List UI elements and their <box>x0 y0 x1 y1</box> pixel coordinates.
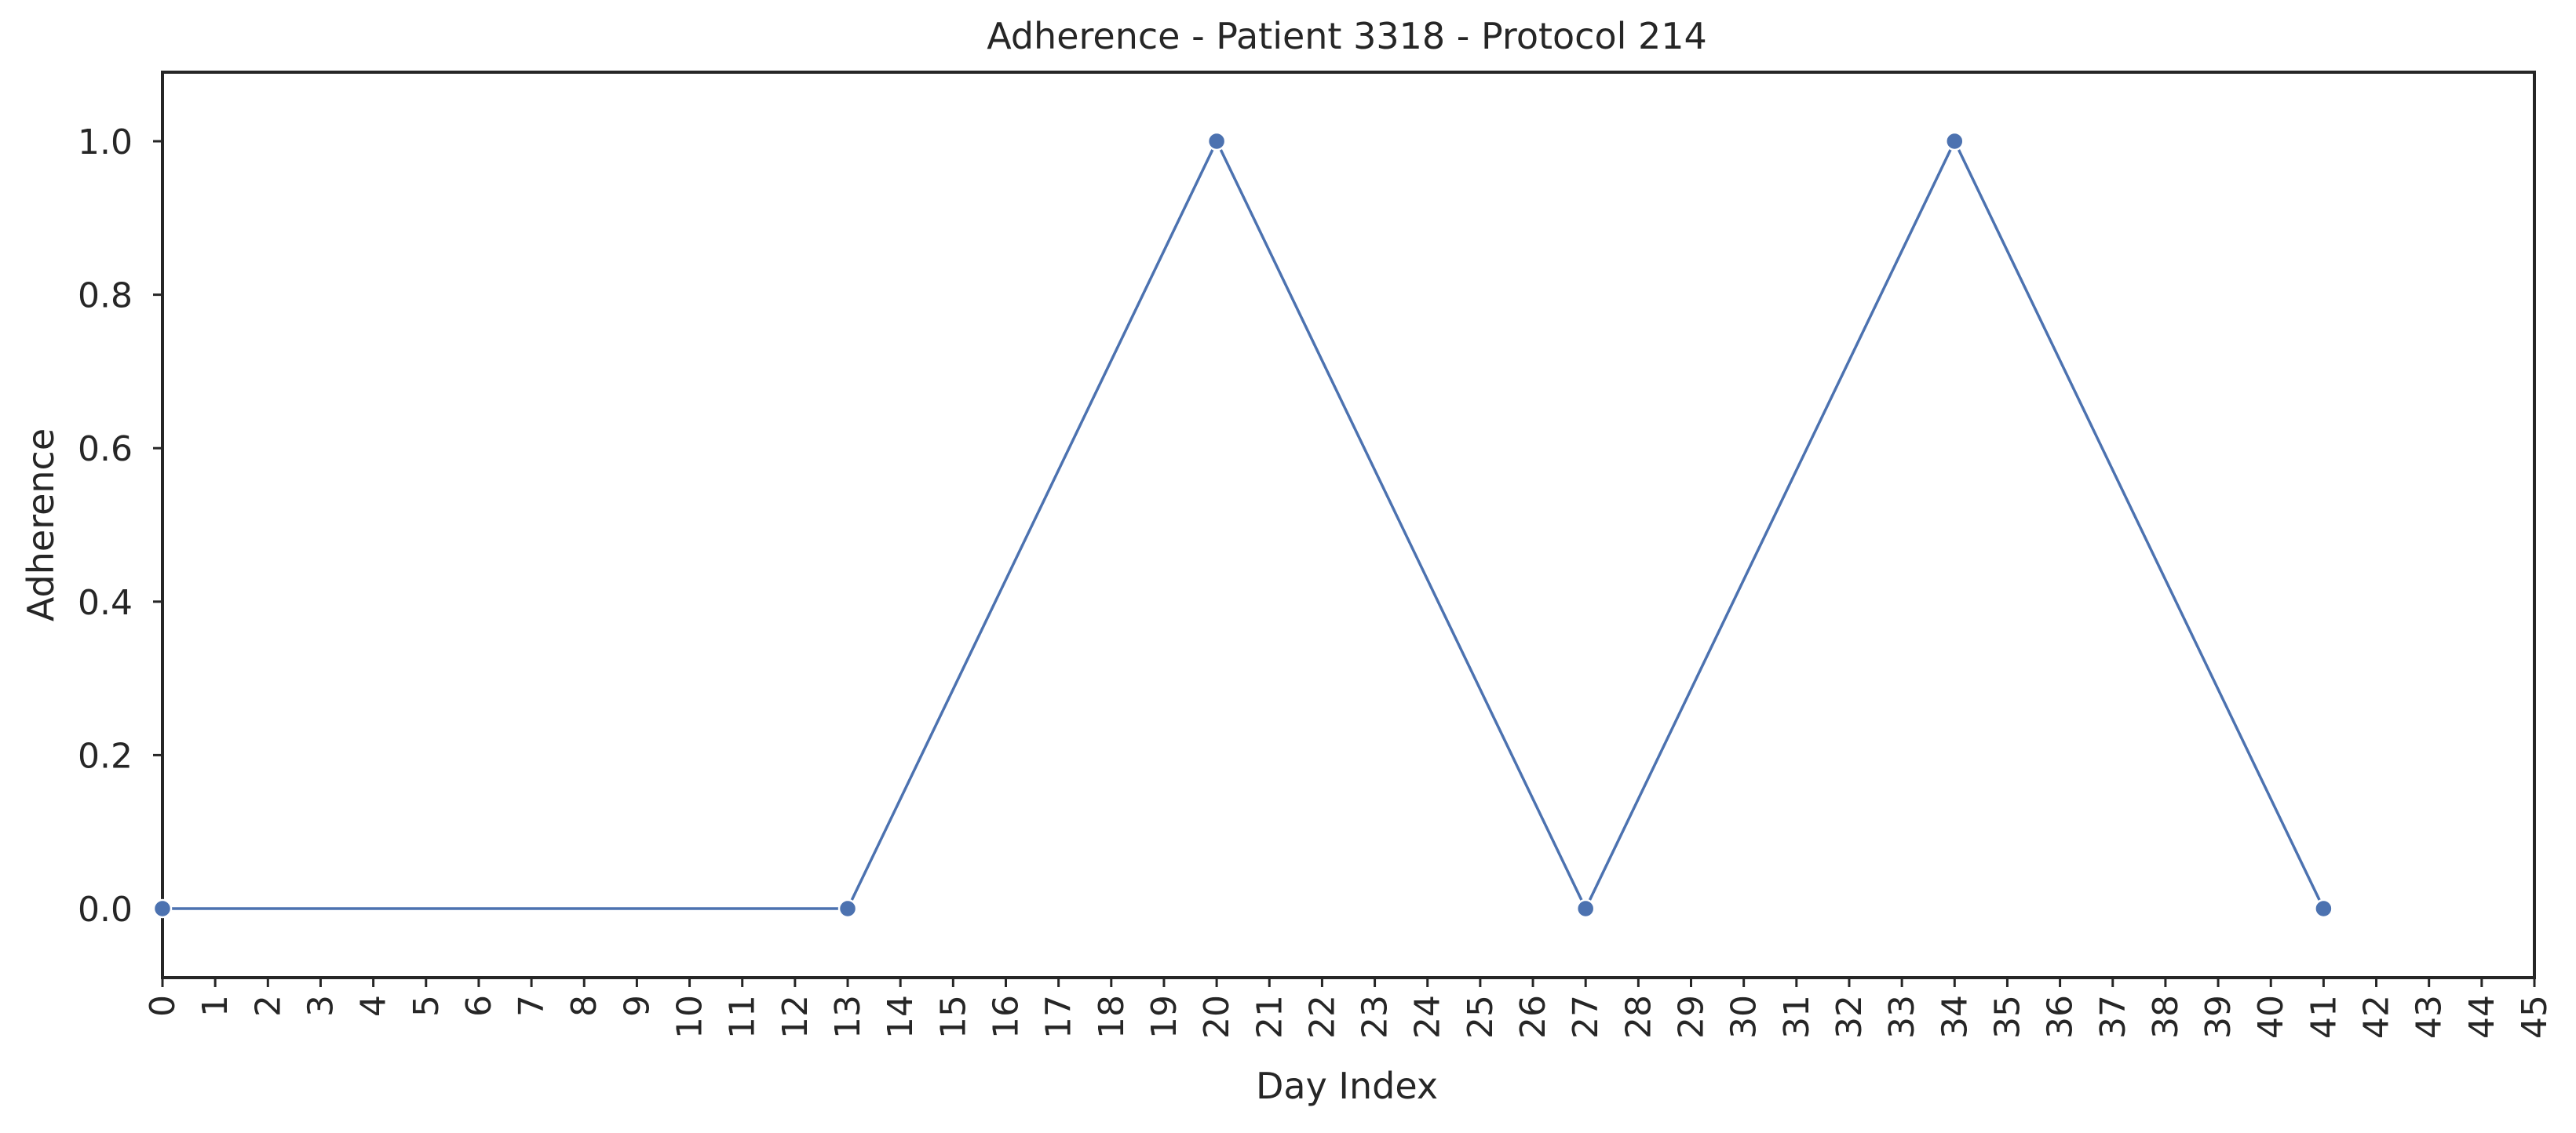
y-tick-label: 1.0 <box>78 122 133 162</box>
x-tick-label: 16 <box>986 995 1026 1039</box>
x-tick-label: 44 <box>2462 995 2502 1039</box>
x-tick-label: 21 <box>1250 995 1290 1039</box>
x-tick-label: 12 <box>775 995 815 1039</box>
x-tick-label: 39 <box>2198 995 2238 1039</box>
y-tick-label: 0.0 <box>78 890 133 930</box>
x-tick-label: 43 <box>2410 995 2450 1039</box>
data-point <box>152 898 173 919</box>
x-tick-label: 7 <box>512 995 552 1017</box>
x-tick-label: 36 <box>2041 995 2081 1039</box>
x-tick-label: 22 <box>1302 995 1342 1039</box>
x-tick-label: 28 <box>1618 995 1658 1039</box>
x-tick-label: 41 <box>2304 995 2344 1039</box>
x-tick-label: 15 <box>933 995 973 1039</box>
y-tick-label: 0.4 <box>78 583 133 623</box>
x-tick-label: 31 <box>1777 995 1817 1039</box>
x-tick-label: 30 <box>1724 995 1764 1039</box>
x-tick-label: 45 <box>2515 995 2555 1039</box>
x-tick-label: 14 <box>881 995 921 1039</box>
data-point <box>2314 898 2333 919</box>
y-axis-label: Adherence <box>20 428 62 621</box>
x-tick-label: 2 <box>248 995 288 1017</box>
chart-title: Adherence - Patient 3318 - Protocol 214 <box>987 15 1707 57</box>
x-tick-label: 40 <box>2251 995 2291 1039</box>
x-tick-label: 0 <box>143 995 183 1017</box>
series-line <box>162 140 2325 910</box>
x-tick-label: 32 <box>1830 995 1870 1039</box>
y-tick-label: 0.6 <box>78 429 133 469</box>
x-tick-label: 11 <box>723 995 763 1039</box>
x-tick-label: 9 <box>617 995 657 1017</box>
series-layer <box>152 131 2333 919</box>
x-tick-label: 25 <box>1461 995 1501 1039</box>
x-tick-label: 19 <box>1144 995 1184 1039</box>
data-point <box>1206 131 1227 151</box>
x-tick-label: 5 <box>407 995 447 1017</box>
x-tick-label: 3 <box>301 995 341 1017</box>
data-point <box>837 898 858 919</box>
y-axis-ticks: 0.0 0.2 0.4 0.6 0.8 1.0 <box>78 122 162 930</box>
x-tick-label: 42 <box>2357 995 2397 1039</box>
y-tick-label: 0.2 <box>78 736 133 776</box>
x-tick-label: 37 <box>2093 995 2133 1039</box>
x-tick-label: 4 <box>354 995 394 1017</box>
x-tick-label: 38 <box>2146 995 2186 1039</box>
x-tick-label: 35 <box>1987 995 2027 1039</box>
x-tick-label: 27 <box>1566 995 1606 1039</box>
data-point <box>1575 898 1596 919</box>
x-tick-label: 23 <box>1356 995 1396 1039</box>
x-tick-label: 26 <box>1513 995 1553 1039</box>
x-tick-label: 20 <box>1197 995 1237 1039</box>
data-point <box>1945 131 1965 151</box>
x-tick-label: 10 <box>670 995 710 1039</box>
x-axis-ticks: 0 1 2 3 4 5 6 7 8 9 10 11 12 13 14 15 16 17 18 19 20 21 22 23 24… <box>143 978 2555 1039</box>
x-tick-label: 18 <box>1092 995 1132 1039</box>
x-tick-label: 6 <box>459 995 499 1017</box>
x-tick-label: 1 <box>195 995 235 1017</box>
y-tick-label: 0.8 <box>78 276 133 316</box>
x-tick-label: 17 <box>1039 995 1079 1039</box>
x-tick-label: 24 <box>1408 995 1448 1039</box>
x-tick-label: 13 <box>828 995 868 1039</box>
x-axis-label: Day Index <box>1256 1065 1438 1107</box>
x-tick-label: 29 <box>1672 995 1712 1039</box>
x-tick-label: 8 <box>564 995 604 1017</box>
x-tick-label: 34 <box>1935 995 1975 1039</box>
x-tick-label: 33 <box>1882 995 1922 1039</box>
plot-area-frame <box>161 71 2536 979</box>
